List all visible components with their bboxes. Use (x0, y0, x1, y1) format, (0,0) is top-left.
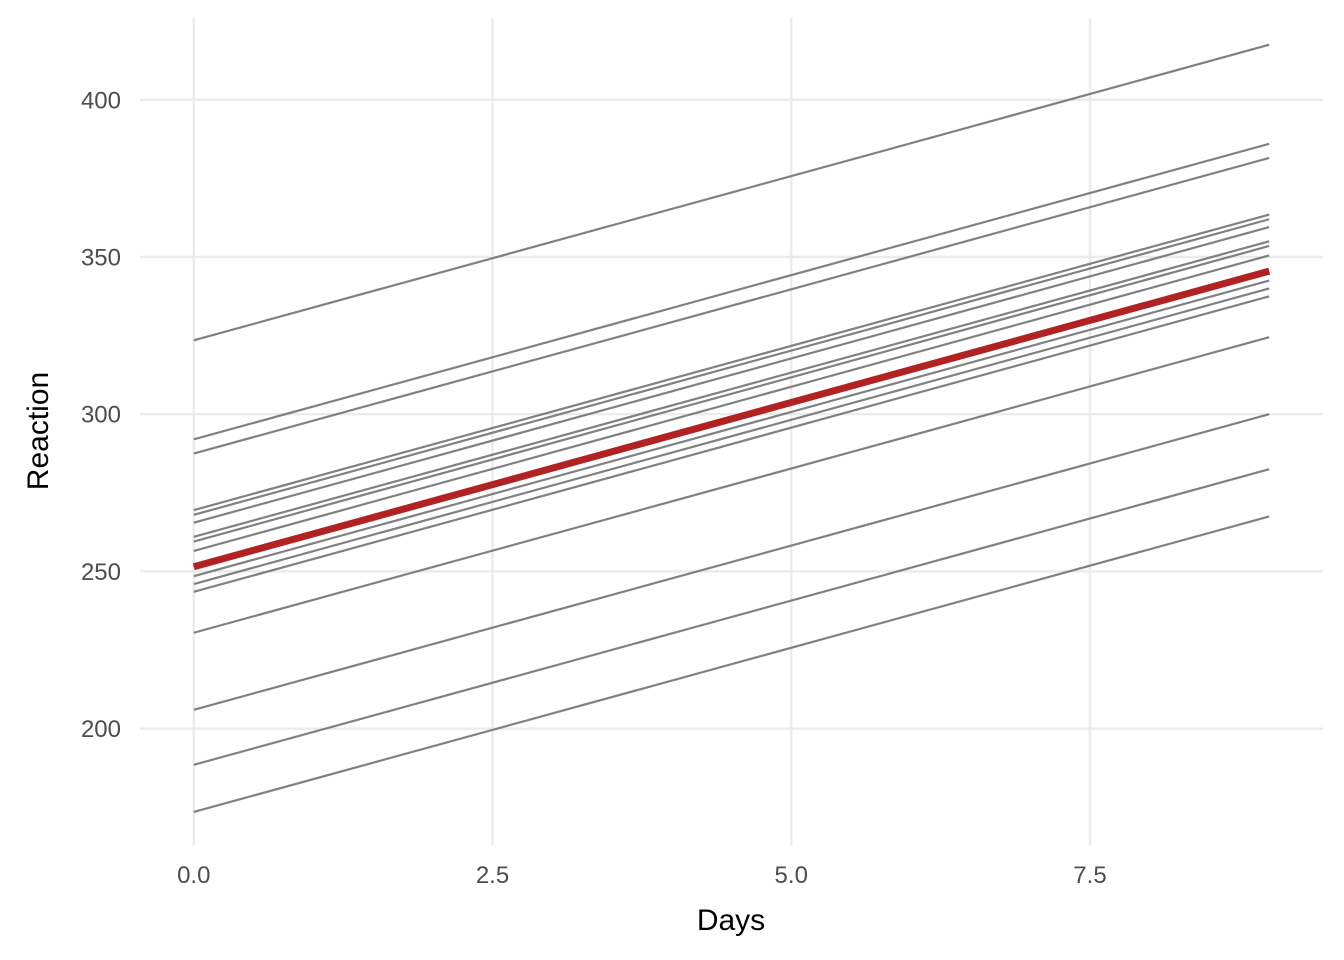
subject-line-4 (193, 213, 1270, 512)
x-tick-label: 7.5 (1073, 862, 1106, 889)
grid-lines (140, 18, 1323, 845)
subject-line-3 (193, 156, 1270, 455)
x-tick-labels: 0.0 2.5 5.0 7.5 (177, 862, 1107, 889)
subject-line-8 (193, 244, 1270, 543)
subject-line-10 (193, 279, 1270, 578)
y-tick-label: 350 (81, 244, 121, 271)
y-axis-title: Reaction (22, 372, 55, 490)
y-tick-labels: 200 250 300 350 400 (81, 87, 121, 743)
subject-line-14 (193, 413, 1270, 711)
subject-line-7 (193, 240, 1270, 538)
subject-line-11 (193, 287, 1270, 586)
x-tick-label: 2.5 (476, 862, 509, 889)
subject-line-15 (193, 468, 1270, 766)
subject-lines (193, 43, 1270, 814)
fixed-effect-line (192, 267, 1271, 571)
subject-line-2 (193, 142, 1270, 441)
subject-line-6 (193, 226, 1270, 524)
fixed-effect-line-group (192, 267, 1271, 571)
subject-line-1 (193, 43, 1270, 342)
subject-line-12 (193, 295, 1270, 593)
subject-line-5 (193, 218, 1270, 516)
subject-line-9 (193, 254, 1270, 553)
x-tick-label: 5.0 (775, 862, 808, 889)
subject-line-16 (193, 515, 1270, 814)
subject-line-13 (193, 336, 1270, 634)
x-tick-label: 0.0 (177, 862, 210, 889)
x-axis-title: Days (697, 904, 765, 937)
y-tick-label: 300 (81, 402, 121, 429)
y-tick-label: 400 (81, 87, 121, 114)
y-tick-label: 200 (81, 716, 121, 743)
y-tick-label: 250 (81, 559, 121, 586)
